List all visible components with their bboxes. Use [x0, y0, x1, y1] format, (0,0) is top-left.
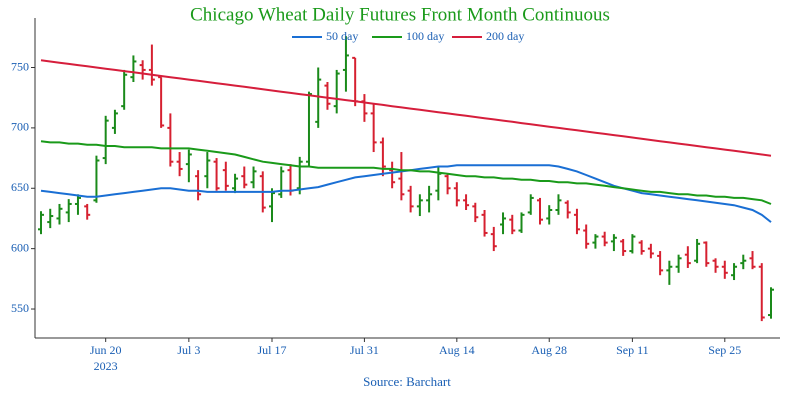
x-tick-label: Jul 31 [350, 343, 379, 357]
moving-average-line [40, 59, 772, 157]
x-tick-label: Sep 11 [616, 343, 649, 357]
moving-average-line [40, 164, 772, 223]
y-tick-label: 550 [11, 301, 29, 315]
y-tick-label: 750 [11, 59, 29, 73]
y-tick-label: 700 [11, 120, 29, 134]
x-tick-label: Jul 17 [258, 343, 287, 357]
x-tick-label: Jul 3 [177, 343, 200, 357]
legend-label: 100 day [406, 29, 444, 43]
y-tick-label: 650 [11, 180, 29, 194]
x-tick-label: Jun 20 [90, 343, 122, 357]
legend-label: 200 day [486, 29, 524, 43]
x-year-label: 2023 [94, 359, 118, 373]
moving-average-line [40, 140, 772, 205]
x-tick-label: Sep 25 [708, 343, 741, 357]
x-tick-label: Aug 28 [531, 343, 567, 357]
legend-label: 50 day [326, 29, 358, 43]
chart-title: Chicago Wheat Daily Futures Front Month … [190, 4, 610, 25]
x-tick-label: Aug 14 [439, 343, 475, 357]
y-tick-label: 600 [11, 240, 29, 254]
source-note: Source: Barchart [363, 374, 451, 389]
